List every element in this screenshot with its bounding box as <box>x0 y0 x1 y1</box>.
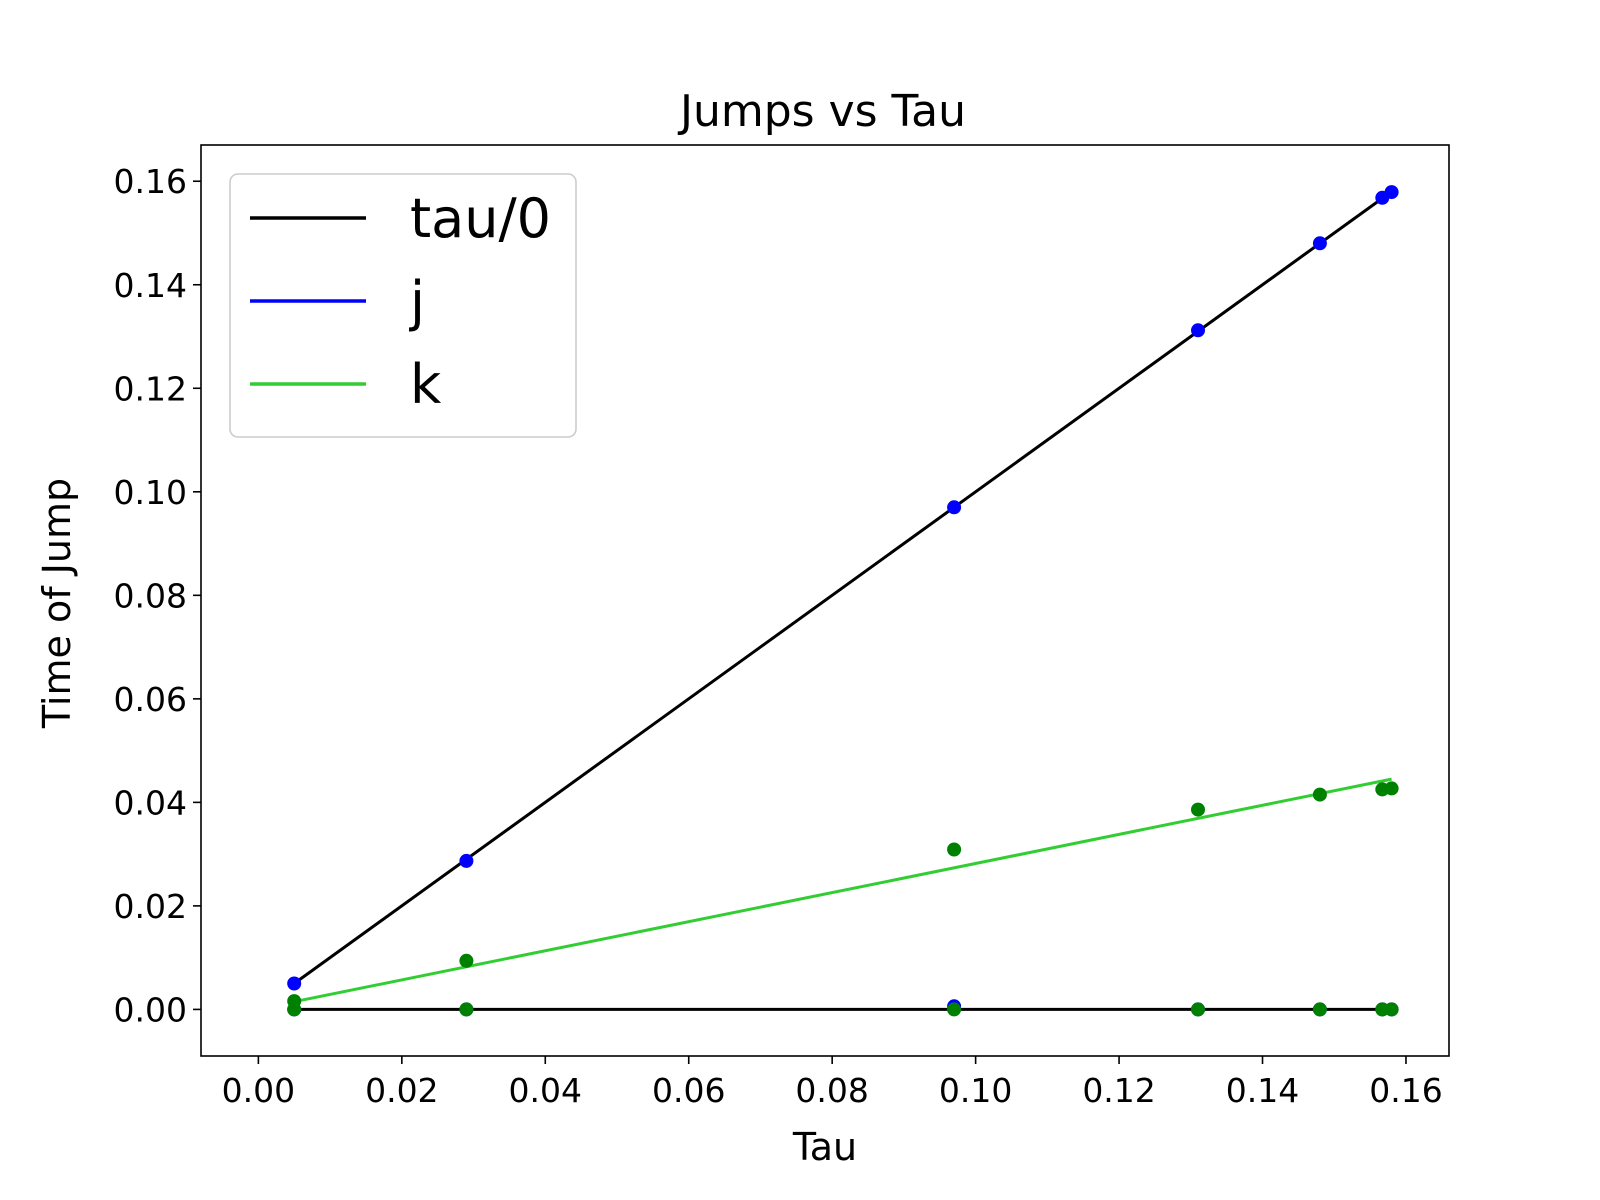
legend-box <box>229 173 577 438</box>
data-point-k-2 <box>947 842 962 857</box>
y-tick-label: 0.14 <box>114 266 187 305</box>
series-line-2 <box>293 777 1392 1004</box>
y-tick-label: 0.16 <box>114 162 187 201</box>
y-tick-label: 0.12 <box>114 369 187 408</box>
chart-title: Jumps vs Tau <box>677 86 966 137</box>
data-point-k-4 <box>1312 787 1327 802</box>
x-tick-label: 0.04 <box>509 1071 582 1110</box>
y-tick-label: 0.02 <box>114 887 187 926</box>
x-tick-label: 0.16 <box>1369 1071 1442 1110</box>
data-point-j-0 <box>287 976 302 991</box>
data-point-k-13 <box>1384 1002 1399 1017</box>
series-line-0 <box>293 190 1393 985</box>
data-point-k-9 <box>947 1002 962 1017</box>
x-tick-label: 0.02 <box>365 1071 438 1110</box>
legend-label-1: j <box>409 270 425 333</box>
y-tick-label: 0.06 <box>114 680 187 719</box>
plot-area <box>287 185 1399 1017</box>
x-tick-label: 0.12 <box>1082 1071 1155 1110</box>
data-point-k-11 <box>1312 1002 1327 1017</box>
legend: tau/0 jk <box>229 173 577 438</box>
data-point-k-8 <box>459 1002 474 1017</box>
data-point-j-4 <box>1312 236 1327 251</box>
y-tick-label: 0.08 <box>114 576 187 615</box>
data-point-k-3 <box>1191 802 1205 817</box>
y-axis-ticks: 0.00 0.02 0.04 0.06 0.08 0.10 0.12 0.14 0.16 <box>114 162 201 1029</box>
data-point-j-2 <box>947 500 962 515</box>
x-tick-label: 0.14 <box>1226 1071 1299 1110</box>
data-point-k-10 <box>1191 1002 1205 1017</box>
y-axis-label: Time of Jump <box>35 478 79 729</box>
y-tick-label: 0.04 <box>114 783 187 822</box>
data-point-j-1 <box>459 853 474 868</box>
x-tick-label: 0.10 <box>939 1071 1012 1110</box>
legend-label-0: tau/0 <box>410 187 551 250</box>
x-tick-label: 0.00 <box>222 1071 295 1110</box>
data-point-k-7 <box>287 1002 302 1017</box>
x-tick-label: 0.08 <box>795 1071 868 1110</box>
x-tick-label: 0.06 <box>652 1071 725 1110</box>
y-tick-label: 0.00 <box>114 990 187 1029</box>
data-point-k-6 <box>1384 781 1399 796</box>
x-axis-label: Tau <box>792 1125 857 1169</box>
y-tick-label: 0.10 <box>114 473 187 512</box>
plot-frame <box>200 144 1450 1057</box>
data-point-j-6 <box>1384 185 1399 200</box>
legend-label-2: k <box>410 353 442 416</box>
data-point-k-1 <box>459 953 474 968</box>
x-axis-ticks: 0.00 0.02 0.04 0.06 0.08 0.10 0.12 0.14 0.16 <box>222 1056 1443 1110</box>
data-point-j-3 <box>1191 323 1205 338</box>
